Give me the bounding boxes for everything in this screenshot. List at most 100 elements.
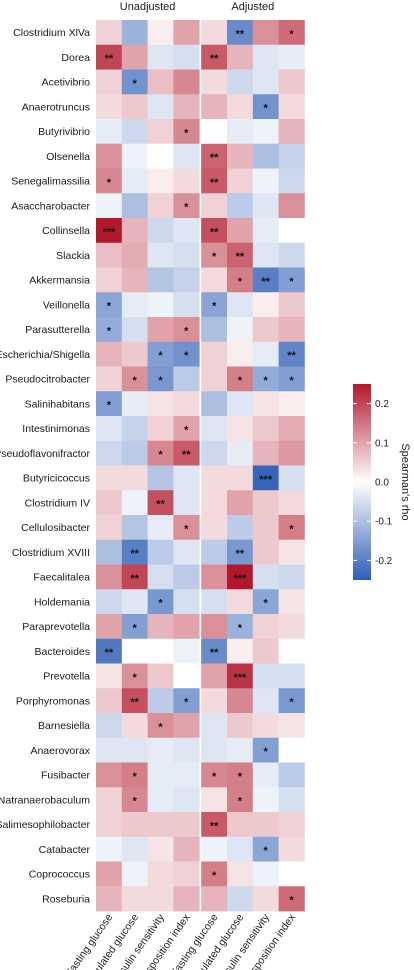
row-label: Clostridium IV: [25, 497, 90, 509]
heatmap-cell: [278, 762, 305, 788]
significance-star: *: [133, 375, 138, 387]
heatmap-cell: [96, 391, 123, 417]
heatmap-cell: [227, 440, 254, 466]
heatmap-cell: [278, 366, 305, 392]
row-label: Acetivibrio: [42, 77, 91, 89]
heatmap-cell: [201, 168, 228, 194]
heatmap-cell: [227, 391, 254, 417]
heatmap-cell: [121, 564, 148, 590]
heatmap-cell: [252, 465, 279, 491]
heatmap-cell: [227, 564, 254, 590]
heatmap-cell: [173, 886, 200, 912]
row-label: Coprococcus: [29, 869, 90, 881]
heatmap-cell: [201, 267, 228, 293]
row-label: Pseudoflavonifractor: [0, 448, 90, 460]
heatmap-cell: [96, 44, 123, 70]
significance-star: *: [184, 325, 189, 337]
significance-star: *: [238, 771, 243, 783]
heatmap-cell: [227, 515, 254, 541]
heatmap-cell: [96, 341, 123, 367]
heatmap-cell: [227, 762, 254, 788]
row-label: Prevotella: [43, 671, 90, 683]
heatmap-cell: [121, 465, 148, 491]
heatmap-cell: [173, 663, 200, 689]
heatmap-cell: [96, 218, 123, 244]
heatmap-cell: [201, 737, 228, 763]
significance-star: *: [158, 375, 163, 387]
heatmap-cell: [201, 20, 228, 46]
significance-star: **: [130, 548, 139, 560]
heatmap-cell: [252, 564, 279, 590]
heatmap-cell: [201, 663, 228, 689]
heatmap-cell: [96, 20, 123, 46]
legend-tick-label: 0.0: [375, 478, 389, 489]
heatmap-cell: [227, 713, 254, 739]
heatmap-cell: [121, 69, 148, 95]
heatmap-cell: [147, 539, 174, 565]
heatmap-cell: [201, 787, 228, 813]
heatmap-cell: [201, 861, 228, 887]
heatmap-cell: [147, 787, 174, 813]
heatmap-cell: [278, 861, 305, 887]
heatmap-cell: [147, 465, 174, 491]
heatmap-cell: [278, 465, 305, 491]
heatmap-cell: [121, 143, 148, 169]
heatmap-cell: [96, 366, 123, 392]
heatmap-cell: [121, 242, 148, 268]
heatmap-cell: [227, 366, 254, 392]
heatmap-cell: [201, 94, 228, 120]
heatmap-cell: [278, 69, 305, 95]
heatmap-cell: [252, 143, 279, 169]
significance-star: **: [236, 28, 245, 40]
heatmap-cell: [173, 836, 200, 862]
row-label: Anaerotruncus: [22, 101, 90, 113]
heatmap-cell: [278, 391, 305, 417]
heatmap-cell: [96, 663, 123, 689]
significance-star: **: [105, 647, 114, 659]
heatmap-cell: [173, 391, 200, 417]
heatmap-cell: [227, 317, 254, 343]
heatmap-cell: [147, 762, 174, 788]
significance-star: **: [210, 177, 219, 189]
heatmap-cell: [278, 688, 305, 714]
heatmap-cell: [121, 539, 148, 565]
heatmap-cell: [227, 688, 254, 714]
heatmap-cell: [252, 589, 279, 615]
significance-star: *: [212, 251, 217, 263]
heatmap-cell: [173, 69, 200, 95]
heatmap-cell: [121, 94, 148, 120]
heatmap-cell: [278, 589, 305, 615]
heatmap-cell: [173, 638, 200, 664]
row-label: Veillonella: [43, 299, 90, 311]
heatmap-cell: [147, 589, 174, 615]
heatmap-cell: [96, 836, 123, 862]
heatmap-cell: [147, 44, 174, 70]
heatmap-cell: [227, 836, 254, 862]
significance-star: *: [158, 350, 163, 362]
group-header-0: Unadjusted: [120, 1, 176, 13]
heatmap-cells: [96, 20, 305, 912]
significance-star: *: [184, 697, 189, 709]
heatmap-cell: [201, 812, 228, 838]
heatmap-cell: [201, 242, 228, 268]
heatmap-cell: [252, 193, 279, 219]
heatmap-cell: [121, 366, 148, 392]
heatmap-cell: [96, 713, 123, 739]
row-label: Olsenella: [46, 151, 90, 163]
heatmap-cell: [227, 69, 254, 95]
heatmap-cell: [278, 539, 305, 565]
heatmap-cell: [278, 440, 305, 466]
heatmap-cell: [147, 242, 174, 268]
heatmap-cell: [121, 787, 148, 813]
heatmap-cell: [173, 490, 200, 516]
heatmap-cell: [121, 168, 148, 194]
heatmap-cell: [252, 218, 279, 244]
heatmap-cell: [252, 663, 279, 689]
significance-star: **: [130, 573, 139, 585]
significance-star: *: [238, 276, 243, 288]
heatmap-cell: [201, 762, 228, 788]
heatmap-cell: [173, 762, 200, 788]
significance-star: *: [133, 78, 138, 90]
heatmap-cell: [278, 886, 305, 912]
